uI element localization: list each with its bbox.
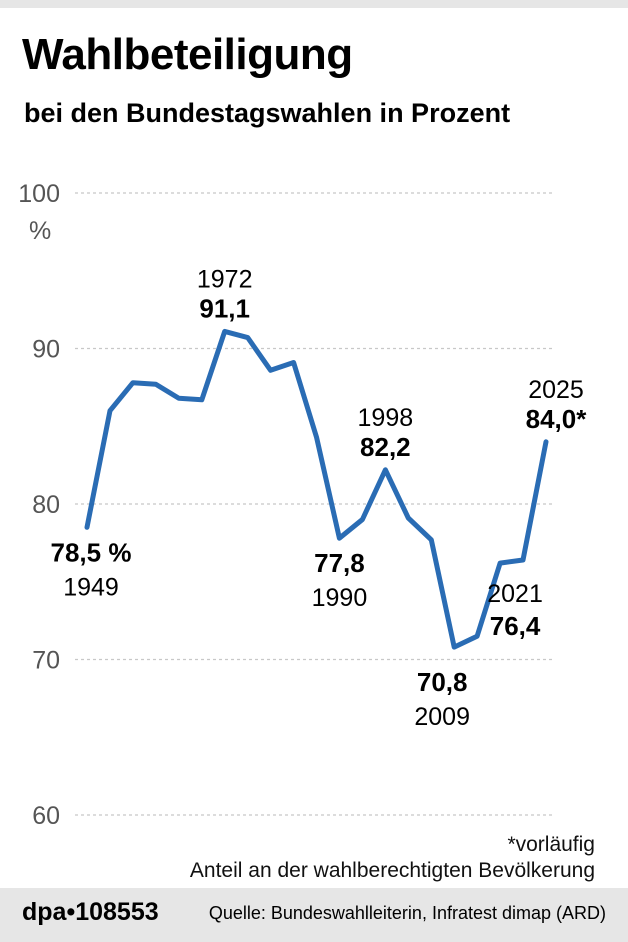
data-label-value-2009: 70,8 xyxy=(417,667,468,697)
top-bar xyxy=(0,0,628,8)
data-label-value-2025: 84,0* xyxy=(526,404,588,434)
data-label-value-1998: 82,2 xyxy=(360,432,411,462)
y-axis-ticks: 60 70 80 90 100 xyxy=(18,180,60,830)
y-tick-label-100: 100 xyxy=(18,180,60,208)
data-label-year-2021: 2021 xyxy=(487,580,543,608)
data-label-year-2025: 2025 xyxy=(528,376,584,404)
y-tick-label-80: 80 xyxy=(32,491,60,519)
y-tick-label-70: 70 xyxy=(32,647,60,675)
preliminary-note: *vorläufig xyxy=(507,833,595,856)
y-tick-label-90: 90 xyxy=(32,336,60,364)
data-label-year-2009: 2009 xyxy=(414,703,470,731)
source-text: Quelle: Bundeswahlleiterin, Infratest di… xyxy=(208,903,606,923)
data-label-year-1949: 1949 xyxy=(63,573,119,601)
data-label-value-1949: 78,5 % xyxy=(51,537,132,567)
data-label-year-1972: 1972 xyxy=(197,265,253,293)
data-label-value-1990: 77,8 xyxy=(314,548,365,578)
series-line-wahlbeteiligung xyxy=(84,328,549,650)
data-label-value-2021: 76,4 xyxy=(490,611,541,641)
dpa-graphic-id: dpa•108553 xyxy=(22,898,159,926)
data-label-year-1990: 1990 xyxy=(312,584,368,612)
y-axis-unit-label: % xyxy=(29,217,51,245)
footer-bar xyxy=(0,888,628,942)
data-label-value-1972: 91,1 xyxy=(199,293,250,323)
chart-subtitle: bei den Bundestagswahlen in Prozent xyxy=(24,98,511,128)
grid-lines xyxy=(75,192,552,816)
data-label-year-1998: 1998 xyxy=(358,404,414,432)
basis-note: Anteil an der wahlberechtigten Bevölkeru… xyxy=(189,859,595,882)
y-tick-label-60: 60 xyxy=(32,802,60,830)
chart-title: Wahlbeteiligung xyxy=(22,30,353,79)
series-group xyxy=(84,328,549,650)
